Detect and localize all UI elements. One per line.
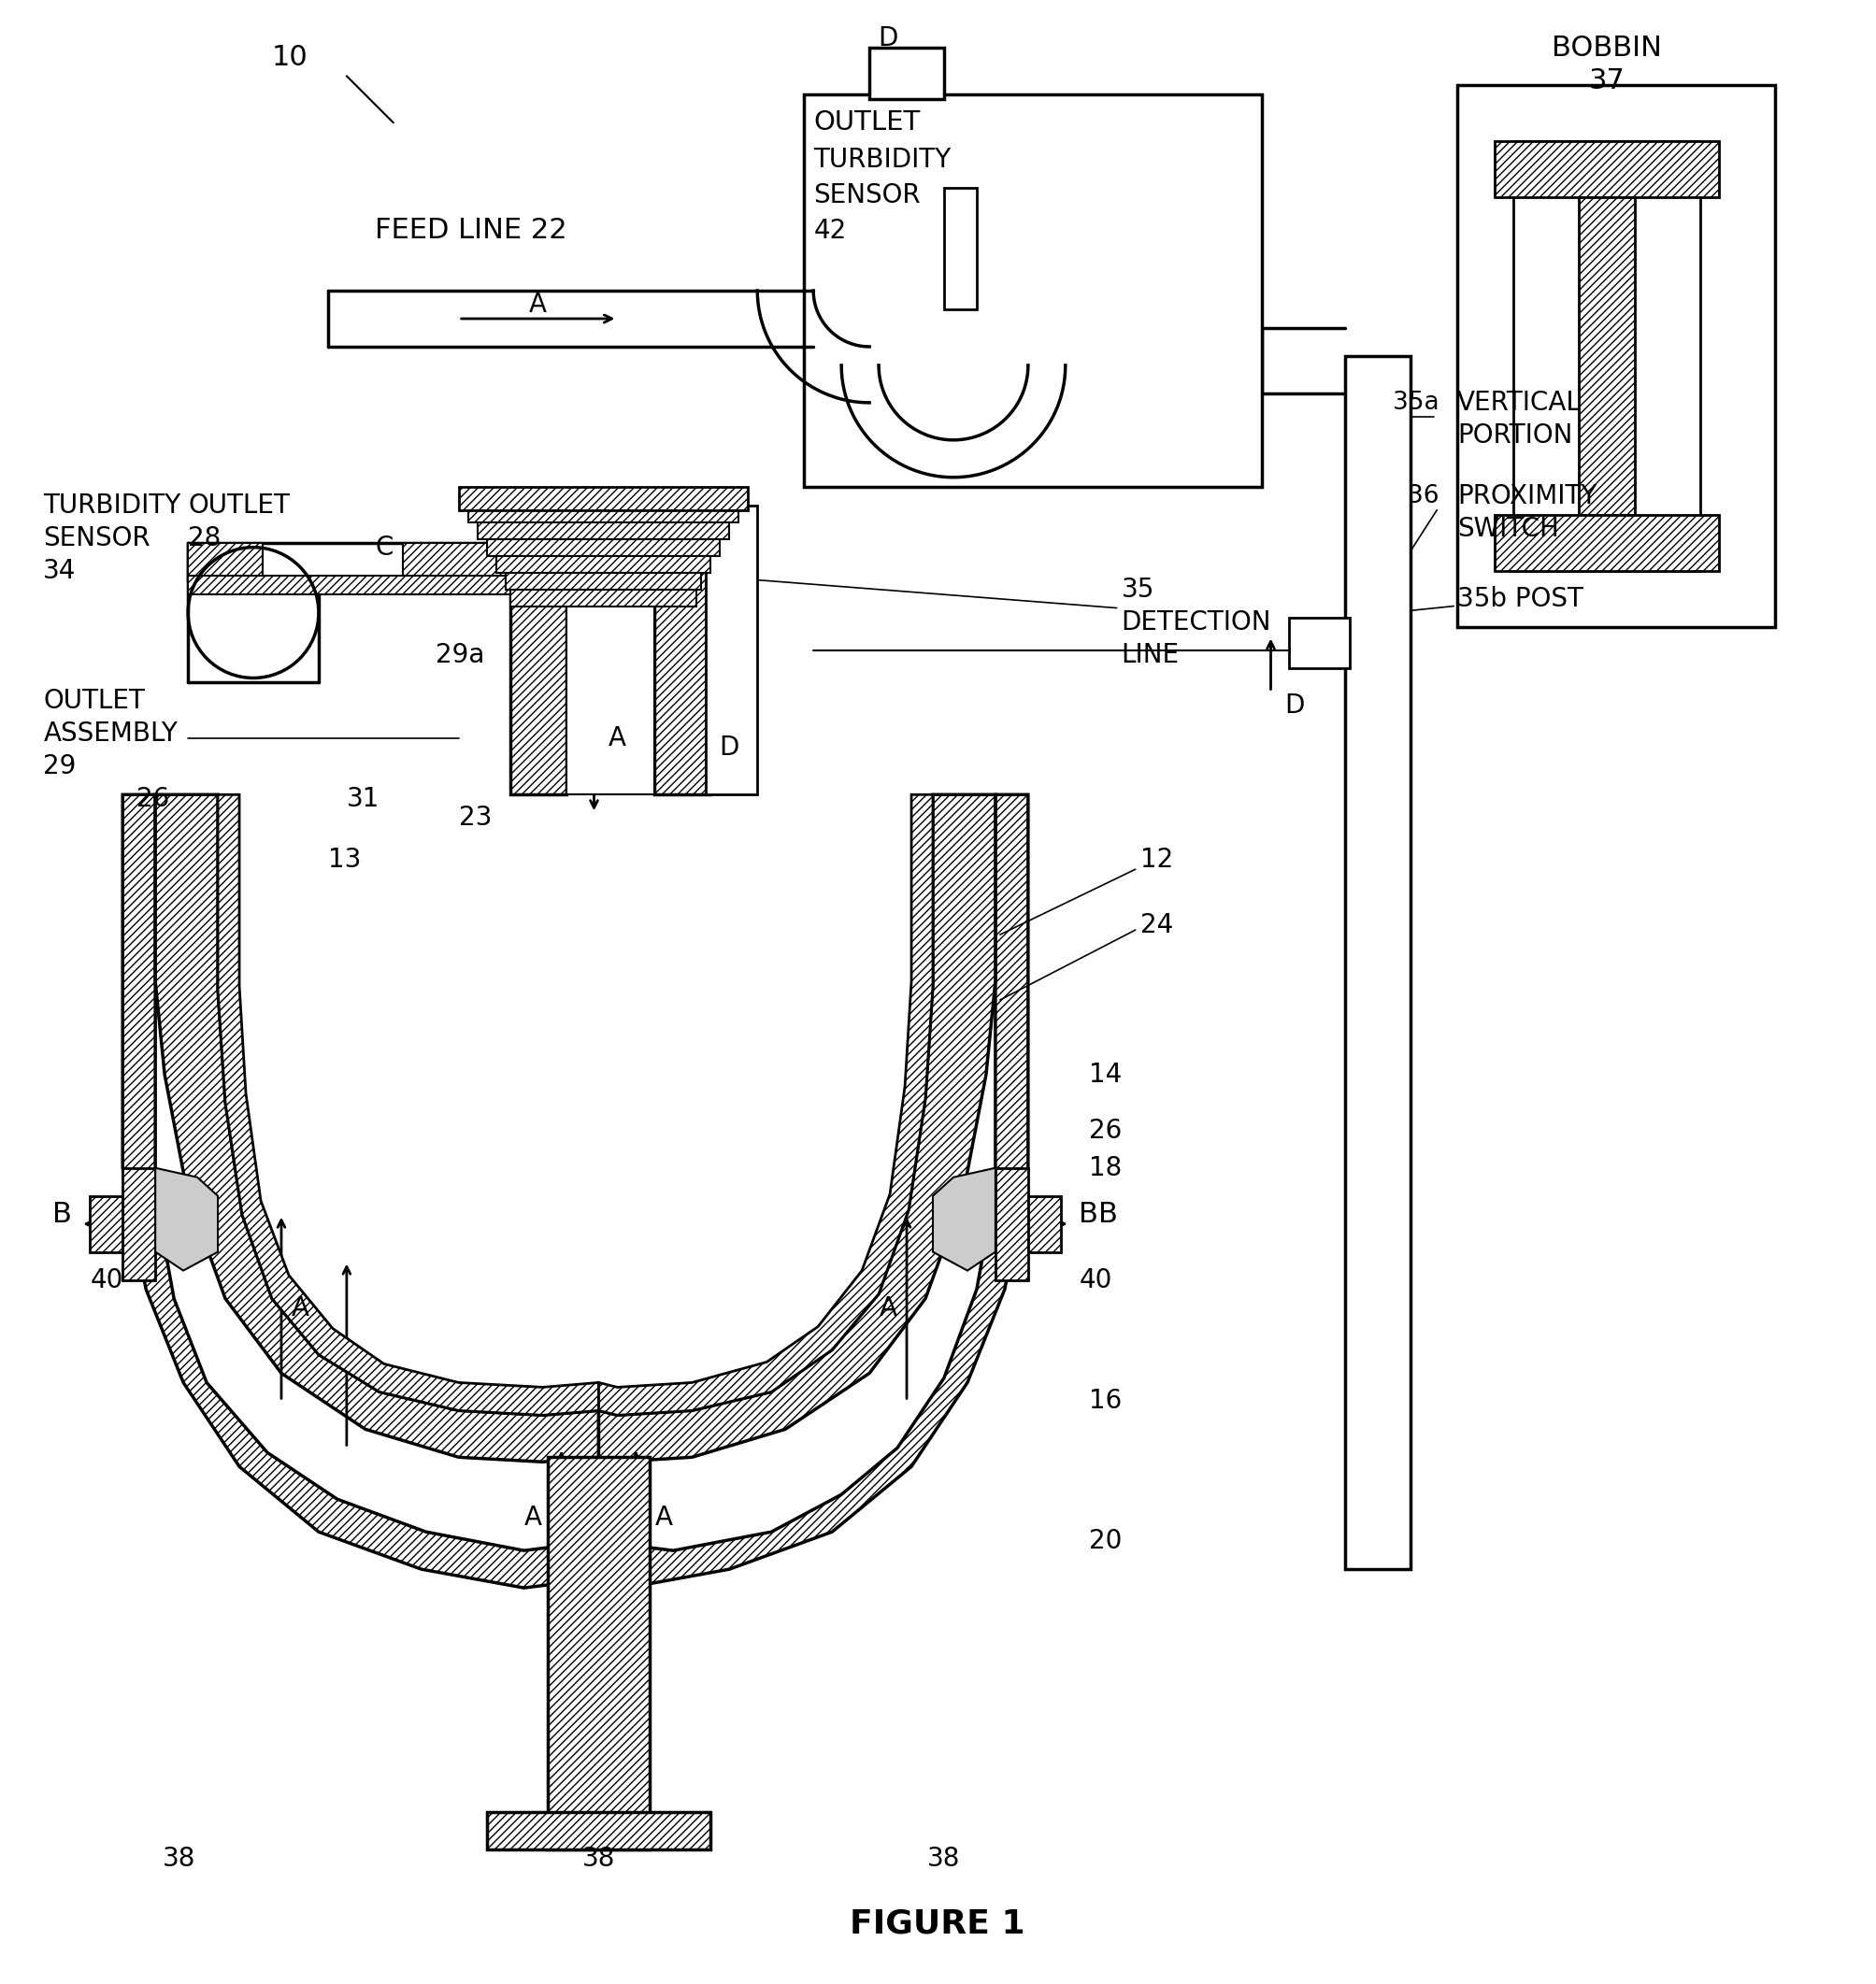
- Polygon shape: [598, 796, 932, 1415]
- Bar: [567, 506, 655, 796]
- Text: 10: 10: [272, 44, 308, 71]
- Bar: [655, 506, 711, 796]
- Text: LINE: LINE: [1122, 641, 1180, 669]
- Text: OUTLET: OUTLET: [814, 109, 921, 135]
- Bar: [510, 506, 567, 796]
- Bar: [1289, 617, 1351, 669]
- Text: D: D: [1283, 692, 1304, 718]
- Text: ASSEMBLY: ASSEMBLY: [43, 720, 178, 748]
- Bar: [869, 48, 944, 99]
- Text: 18: 18: [1088, 1155, 1122, 1180]
- Polygon shape: [598, 796, 1028, 1587]
- Bar: [122, 1169, 156, 1280]
- Text: 37: 37: [1589, 67, 1625, 95]
- Text: 38: 38: [927, 1845, 961, 1871]
- Text: 23: 23: [458, 806, 492, 831]
- Polygon shape: [932, 1169, 996, 1270]
- Text: 35: 35: [1122, 575, 1154, 603]
- Bar: [996, 1169, 1028, 1280]
- Bar: [486, 1811, 711, 1849]
- Text: 35b POST: 35b POST: [1458, 585, 1583, 611]
- Bar: [548, 1456, 651, 1849]
- Bar: [467, 506, 739, 522]
- Polygon shape: [122, 796, 598, 1587]
- Bar: [705, 506, 758, 796]
- Bar: [477, 522, 730, 540]
- Text: A: A: [880, 1296, 897, 1321]
- Text: FEED LINE 22: FEED LINE 22: [375, 216, 567, 244]
- Text: B: B: [1097, 1200, 1118, 1228]
- Text: 35a: 35a: [1392, 391, 1439, 415]
- Text: 31: 31: [347, 786, 379, 811]
- Text: A: A: [525, 1504, 542, 1532]
- Text: OUTLET: OUTLET: [43, 688, 144, 714]
- Bar: [188, 544, 514, 579]
- Bar: [458, 486, 749, 510]
- Text: 16: 16: [1088, 1389, 1122, 1415]
- Text: FIGURE 1: FIGURE 1: [850, 1909, 1024, 1940]
- Text: 28: 28: [188, 526, 221, 552]
- Text: SWITCH: SWITCH: [1458, 516, 1559, 542]
- Text: DETECTION: DETECTION: [1122, 609, 1272, 635]
- Bar: [90, 1196, 122, 1252]
- Text: BOBBIN: BOBBIN: [1551, 34, 1662, 62]
- Text: 40: 40: [1079, 1268, 1112, 1294]
- Text: TURBIDITY: TURBIDITY: [43, 492, 180, 518]
- Bar: [403, 544, 514, 579]
- Text: 26: 26: [1088, 1117, 1122, 1143]
- Text: 34: 34: [43, 558, 77, 583]
- Text: A: A: [291, 1296, 310, 1321]
- Bar: [495, 556, 711, 573]
- Bar: [1345, 355, 1411, 1569]
- Bar: [1514, 141, 1700, 571]
- Text: VERTICAL: VERTICAL: [1458, 389, 1581, 417]
- Polygon shape: [156, 796, 598, 1462]
- Bar: [805, 95, 1261, 486]
- Text: PROXIMITY: PROXIMITY: [1458, 482, 1596, 510]
- Bar: [944, 188, 977, 310]
- Bar: [1028, 1196, 1060, 1252]
- Bar: [505, 573, 702, 589]
- Text: A: A: [655, 1504, 673, 1532]
- Text: D: D: [719, 734, 739, 762]
- Text: B: B: [1079, 1200, 1099, 1228]
- Text: 24: 24: [1141, 913, 1172, 938]
- Text: A: A: [608, 726, 627, 752]
- Text: 29: 29: [43, 754, 77, 780]
- Text: 38: 38: [582, 1845, 615, 1871]
- Bar: [1458, 85, 1775, 627]
- Bar: [188, 575, 514, 593]
- Bar: [486, 540, 720, 556]
- Text: 40: 40: [90, 1268, 124, 1294]
- Text: OUTLET: OUTLET: [188, 492, 289, 518]
- Text: 29a: 29a: [435, 641, 484, 669]
- Text: PORTION: PORTION: [1458, 423, 1572, 448]
- Text: SENSOR: SENSOR: [43, 526, 150, 552]
- Text: 42: 42: [814, 218, 846, 244]
- Polygon shape: [156, 1169, 218, 1270]
- Bar: [1580, 196, 1634, 514]
- Bar: [188, 544, 263, 579]
- Text: 13: 13: [328, 847, 360, 873]
- Text: C: C: [375, 534, 394, 559]
- Bar: [510, 589, 696, 605]
- Bar: [1495, 141, 1718, 196]
- Bar: [1495, 514, 1718, 571]
- Text: D: D: [878, 26, 899, 52]
- Text: 20: 20: [1088, 1528, 1122, 1553]
- Text: 26: 26: [137, 786, 169, 811]
- Text: 14: 14: [1088, 1061, 1122, 1087]
- Text: 12: 12: [1141, 847, 1172, 873]
- Text: 38: 38: [161, 1845, 195, 1871]
- Polygon shape: [598, 796, 996, 1462]
- Text: 36: 36: [1407, 484, 1439, 508]
- Text: TURBIDITY: TURBIDITY: [814, 147, 951, 173]
- Text: B: B: [53, 1200, 71, 1228]
- Text: SENSOR: SENSOR: [814, 183, 921, 208]
- Polygon shape: [218, 796, 598, 1415]
- Text: A: A: [529, 292, 548, 317]
